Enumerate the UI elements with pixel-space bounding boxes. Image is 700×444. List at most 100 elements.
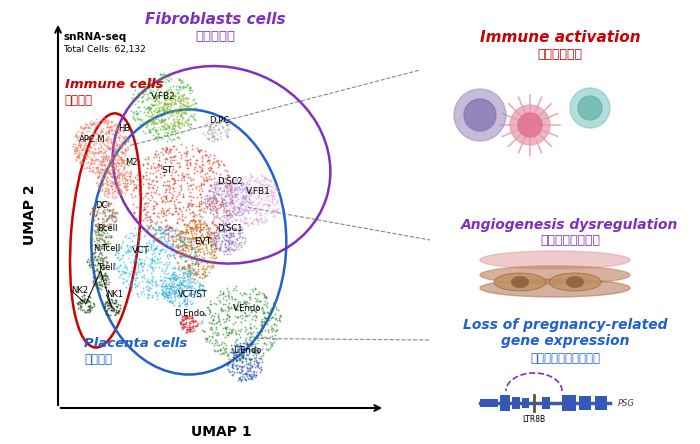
- Point: [85, 164, 96, 171]
- Point: [128, 232, 139, 239]
- Point: [156, 199, 167, 206]
- Point: [178, 221, 190, 228]
- Point: [180, 311, 191, 318]
- Point: [183, 251, 194, 258]
- Point: [132, 94, 143, 101]
- Point: [165, 103, 176, 111]
- Point: [148, 124, 159, 131]
- Point: [136, 266, 148, 274]
- Point: [185, 253, 196, 260]
- Point: [244, 325, 256, 332]
- Point: [85, 149, 96, 156]
- Point: [182, 261, 193, 268]
- Point: [106, 179, 118, 186]
- Point: [157, 123, 168, 130]
- Point: [223, 288, 234, 295]
- Point: [99, 130, 110, 137]
- Point: [167, 269, 178, 276]
- Point: [113, 186, 124, 193]
- Point: [220, 166, 231, 173]
- Point: [101, 242, 112, 249]
- Point: [186, 269, 197, 276]
- Point: [118, 127, 129, 135]
- Point: [219, 203, 230, 210]
- Point: [234, 342, 246, 349]
- Point: [142, 109, 153, 116]
- Point: [267, 185, 279, 192]
- Point: [102, 144, 113, 151]
- Point: [248, 360, 260, 367]
- Point: [244, 174, 256, 181]
- Point: [270, 195, 281, 202]
- Point: [109, 145, 120, 152]
- Point: [204, 164, 216, 171]
- Point: [181, 243, 192, 250]
- Point: [214, 235, 225, 242]
- Point: [194, 274, 205, 281]
- Point: [221, 323, 232, 330]
- Point: [148, 250, 160, 257]
- Point: [88, 141, 99, 148]
- Point: [179, 103, 190, 110]
- Point: [169, 92, 180, 99]
- Point: [190, 212, 201, 219]
- Point: [118, 134, 130, 141]
- Point: [76, 299, 88, 306]
- Point: [154, 276, 165, 283]
- Point: [246, 315, 258, 322]
- Point: [199, 152, 211, 159]
- Point: [230, 216, 241, 223]
- Point: [95, 165, 106, 172]
- Point: [239, 302, 251, 309]
- Point: [208, 159, 219, 166]
- Point: [246, 174, 258, 182]
- Point: [103, 214, 114, 221]
- Point: [88, 303, 99, 310]
- Point: [176, 253, 187, 260]
- Point: [115, 154, 126, 161]
- Point: [244, 189, 256, 196]
- Point: [90, 222, 101, 229]
- Point: [172, 243, 183, 250]
- Point: [197, 327, 208, 334]
- Point: [125, 179, 136, 186]
- Point: [104, 212, 115, 219]
- Point: [240, 370, 251, 377]
- Point: [191, 321, 202, 329]
- Point: [78, 125, 90, 132]
- Point: [176, 114, 187, 121]
- Point: [194, 283, 205, 290]
- Point: [185, 267, 196, 274]
- Point: [186, 146, 197, 153]
- Point: [234, 215, 246, 222]
- Point: [180, 266, 191, 273]
- Point: [98, 162, 109, 169]
- Point: [211, 326, 222, 333]
- Point: [85, 120, 96, 127]
- Point: [177, 105, 188, 112]
- Point: [120, 132, 131, 139]
- Point: [181, 160, 192, 167]
- Point: [244, 355, 255, 362]
- Point: [146, 273, 158, 280]
- Point: [113, 162, 124, 169]
- Point: [198, 287, 209, 294]
- Point: [102, 144, 113, 151]
- Point: [178, 297, 190, 305]
- Point: [177, 313, 188, 320]
- Point: [163, 126, 174, 133]
- Point: [155, 238, 167, 245]
- Point: [176, 207, 187, 214]
- Point: [114, 262, 125, 269]
- Point: [162, 100, 173, 107]
- Point: [268, 320, 279, 327]
- Point: [118, 164, 130, 171]
- Point: [175, 318, 186, 325]
- Point: [265, 177, 276, 184]
- Point: [195, 241, 206, 248]
- Point: [90, 222, 101, 229]
- Point: [206, 133, 218, 140]
- Point: [102, 215, 113, 222]
- Point: [226, 191, 237, 198]
- Point: [103, 300, 114, 307]
